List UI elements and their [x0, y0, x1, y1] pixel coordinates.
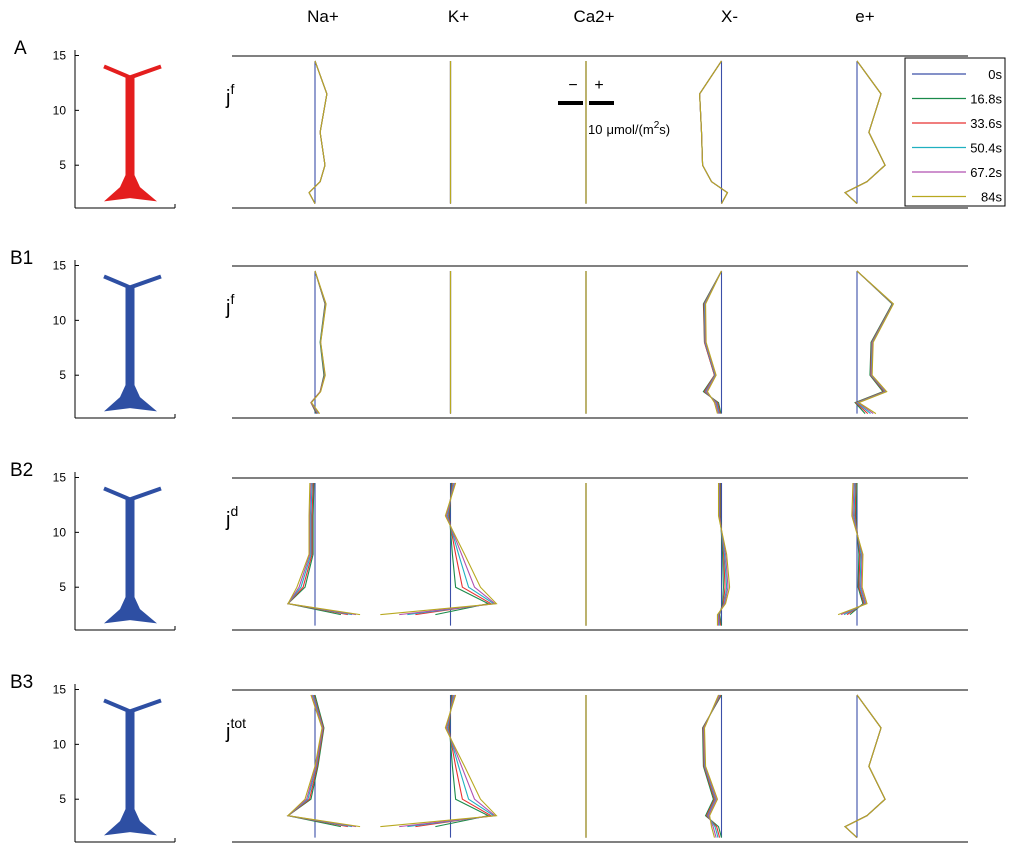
flux-profile — [380, 694, 498, 828]
flux-superscript: f — [230, 291, 234, 307]
y-tick-label: 10 — [53, 737, 67, 751]
legend-label: 84s — [981, 190, 1002, 205]
flux-profile — [855, 270, 894, 415]
flux-label: jf — [225, 291, 234, 319]
neuron-trunk — [125, 287, 135, 398]
flux-profile — [699, 60, 729, 204]
legend-label: 50.4s — [970, 141, 1002, 156]
y-tick-label: 5 — [59, 792, 66, 806]
flux-profile — [310, 270, 327, 414]
y-tick-label: 15 — [53, 682, 67, 696]
neuron-dendrite — [103, 486, 162, 502]
row-label: A — [14, 38, 27, 59]
flux-symbol: j — [225, 509, 230, 531]
scale-minus: − — [568, 77, 577, 94]
row-label: B3 — [10, 672, 33, 693]
neuron-trunk — [125, 499, 135, 610]
flux-label: jtot — [225, 715, 246, 743]
flux-profile — [837, 482, 868, 616]
flux-profile — [286, 694, 357, 828]
flux-profile — [287, 482, 361, 616]
flux-profile — [287, 482, 357, 616]
flux-profile — [308, 60, 328, 204]
flux-symbol: j — [225, 297, 230, 319]
flux-superscript: f — [230, 81, 234, 97]
y-tick-label: 10 — [53, 103, 67, 117]
column-header: Ca2+ — [573, 7, 614, 26]
flux-profile — [310, 270, 326, 414]
neuron-trunk — [125, 711, 135, 822]
scale-plus: + — [594, 77, 603, 94]
flux-profile — [310, 270, 327, 414]
flux-profile — [703, 694, 720, 838]
scale-unit-sup: 2 — [654, 120, 660, 131]
column-header: e+ — [855, 7, 874, 26]
row-label: B1 — [10, 248, 33, 269]
flux-profile — [308, 60, 328, 204]
flux-label: jd — [225, 503, 238, 531]
flux-profile — [844, 60, 886, 205]
flux-profile — [856, 270, 895, 415]
flux-profile — [699, 60, 729, 204]
flux-profile — [310, 270, 326, 414]
flux-profile — [699, 60, 729, 204]
flux-superscript: d — [230, 503, 238, 519]
y-tick-label: 15 — [53, 48, 67, 62]
legend-label: 0s — [988, 67, 1002, 82]
flux-profile — [854, 270, 894, 415]
scale-bar-positive — [589, 101, 614, 105]
flux-label: jf — [225, 81, 234, 109]
column-header: K+ — [448, 7, 469, 26]
flux-superscript: tot — [230, 715, 246, 731]
flux-profile — [308, 60, 328, 204]
scale-value: 10 — [588, 122, 602, 137]
neuron-soma — [104, 375, 157, 412]
y-tick-label: 5 — [59, 580, 66, 594]
row-label: B2 — [10, 460, 33, 481]
neuron-trunk — [125, 77, 135, 188]
legend-box — [904, 57, 1006, 207]
neuron-dendrite — [103, 698, 162, 714]
y-tick-label: 5 — [59, 368, 66, 382]
flux-profile — [699, 60, 729, 204]
column-header: Na+ — [307, 7, 339, 26]
neuron-soma — [104, 799, 157, 836]
neuron-soma — [104, 165, 157, 202]
flux-profile — [705, 270, 722, 414]
neuron-dendrite — [103, 274, 162, 290]
flux-profile — [308, 60, 328, 204]
y-tick-label: 15 — [53, 258, 67, 272]
flux-symbol: j — [225, 87, 230, 109]
y-tick-label: 10 — [53, 525, 67, 539]
flux-profile — [310, 270, 327, 414]
flux-profile — [856, 270, 894, 415]
scale-unit-end: s) — [659, 122, 670, 137]
scale-bar-negative — [558, 101, 583, 105]
y-tick-label: 10 — [53, 313, 67, 327]
neuron-dendrite — [103, 64, 162, 80]
legend-label: 33.6s — [970, 116, 1002, 131]
flux-profile — [716, 482, 731, 626]
flux-profile — [844, 694, 886, 839]
y-tick-label: 5 — [59, 158, 66, 172]
y-tick-label: 15 — [53, 470, 67, 484]
flux-profile — [699, 60, 729, 204]
column-header: X- — [721, 7, 738, 26]
flux-profile — [308, 60, 328, 204]
scale-label: 10 μmol/(m2s) — [588, 120, 670, 137]
scale-unit: μmol/(m — [606, 122, 653, 137]
flux-profile — [380, 482, 498, 616]
legend-label: 16.8s — [970, 92, 1002, 107]
flux-profile — [286, 694, 361, 828]
neuron-soma — [104, 587, 157, 624]
flux-symbol: j — [225, 721, 230, 743]
flux-profile — [843, 482, 866, 616]
legend-label: 67.2s — [970, 165, 1002, 180]
